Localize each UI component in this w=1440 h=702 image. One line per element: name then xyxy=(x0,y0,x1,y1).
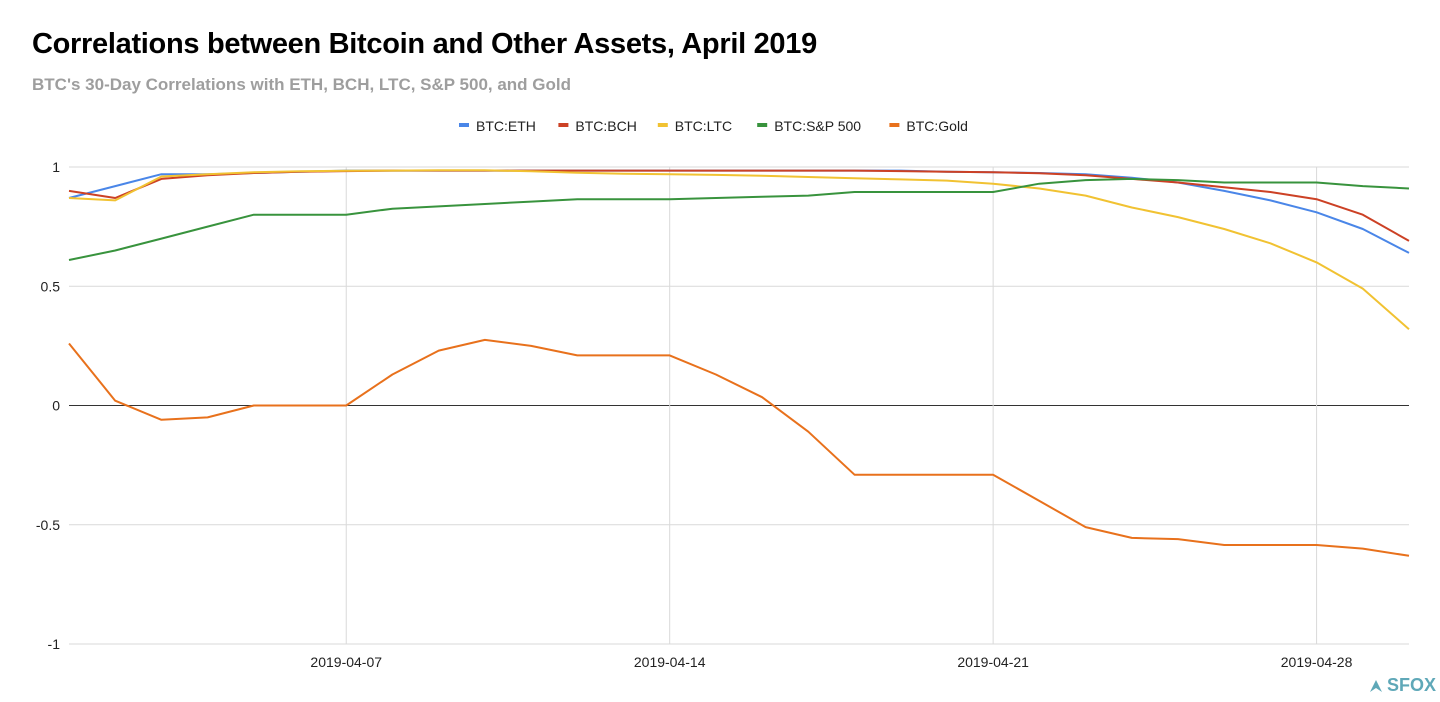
y-axis-ticks: 1 0.5 0 -0.5 -1 xyxy=(36,159,60,652)
x-tick-label: 2019-04-28 xyxy=(1281,654,1353,670)
logo-text: SFOX xyxy=(1386,675,1436,695)
y-tick-label: 1 xyxy=(52,159,60,175)
chart-series xyxy=(68,169,1410,557)
y-tick-label: 0.5 xyxy=(41,278,61,294)
legend-label-btc-bch: BTC:BCH xyxy=(575,118,636,134)
x-tick-label: 2019-04-21 xyxy=(957,654,1029,670)
x-tick-label: 2019-04-14 xyxy=(634,654,706,670)
fox-logo-icon xyxy=(1369,679,1382,692)
series-line-btc-gold xyxy=(68,338,1410,557)
sfox-logo: SFOX xyxy=(1368,675,1436,696)
legend-label-btc-gold: BTC:Gold xyxy=(906,118,967,134)
series-line-btc-s-p-500 xyxy=(68,177,1410,261)
chart-legend: BTC:ETH BTC:BCH BTC:LTC BTC:S&P 500 BTC:Gold xyxy=(459,118,968,134)
legend-swatch-btc-gold xyxy=(889,123,900,127)
series-line-btc-ltc xyxy=(68,169,1410,330)
legend-label-btc-ltc: BTC:LTC xyxy=(675,118,732,134)
legend-swatch-btc-bch xyxy=(558,123,569,127)
y-tick-label: -1 xyxy=(48,636,61,652)
y-tick-label: 0 xyxy=(52,398,60,414)
chart-title: Correlations between Bitcoin and Other A… xyxy=(32,28,817,60)
x-tick-label: 2019-04-07 xyxy=(310,654,382,670)
legend-swatch-btc-ltc xyxy=(657,123,668,127)
y-tick-label: -0.5 xyxy=(36,517,60,533)
series-line-btc-eth xyxy=(68,169,1410,254)
legend-swatch-btc-eth xyxy=(459,123,469,127)
legend-swatch-btc-s-p-500 xyxy=(757,123,768,127)
legend-label-btc-eth: BTC:ETH xyxy=(476,118,536,134)
chart-subtitle: BTC's 30-Day Correlations with ETH, BCH,… xyxy=(32,75,572,94)
legend-label-btc-s-p-500: BTC:S&P 500 xyxy=(774,118,861,134)
x-axis-ticks: 2019-04-07 2019-04-14 2019-04-21 2019-04-28 xyxy=(310,654,1352,670)
